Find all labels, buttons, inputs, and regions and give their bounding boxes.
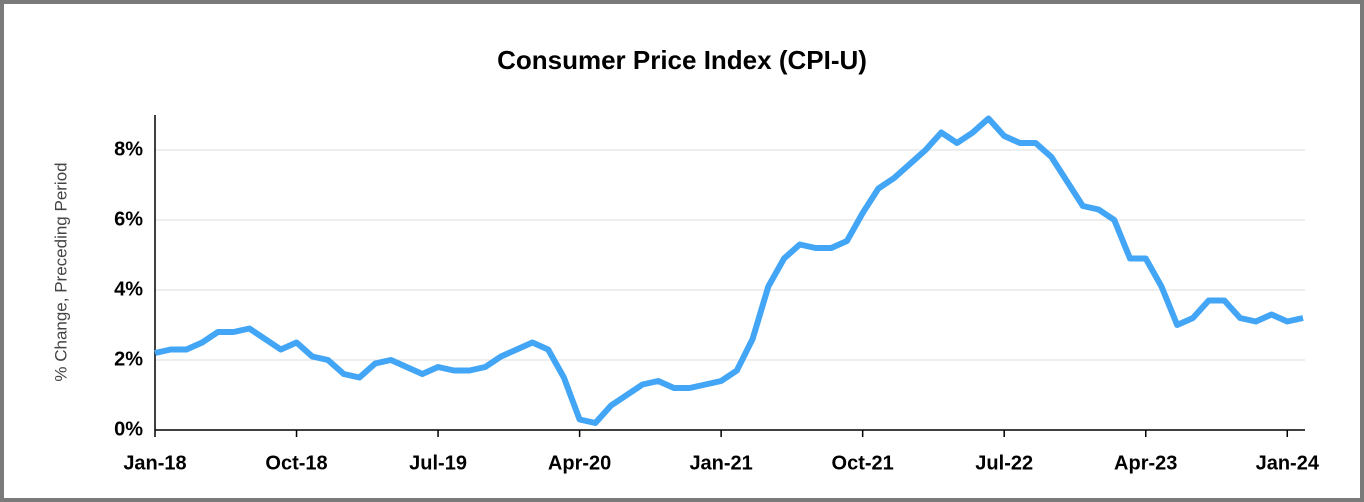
y-axis-label: % Change, Preceding Period — [51, 162, 70, 381]
x-tick-label: Jan-24 — [1256, 452, 1320, 474]
y-tick-label: 8% — [114, 138, 143, 160]
x-tick-label: Apr-20 — [548, 452, 611, 474]
y-tick-label: 0% — [114, 418, 143, 440]
x-tick-label: Jul-19 — [409, 452, 467, 474]
x-tick-label: Oct-18 — [265, 452, 327, 474]
x-tick-label: Jan-21 — [689, 452, 752, 474]
chart-title: Consumer Price Index (CPI-U) — [497, 45, 867, 75]
y-tick-label: 6% — [114, 208, 143, 230]
x-tick-label: Oct-21 — [832, 452, 894, 474]
line-series — [154, 115, 1304, 426]
x-tick-label: Jul-22 — [975, 452, 1033, 474]
x-tick-label: Apr-23 — [1114, 452, 1177, 474]
x-tick-label: Jan-18 — [123, 452, 186, 474]
y-tick-label: 4% — [114, 278, 143, 300]
y-tick-label: 2% — [114, 348, 143, 370]
